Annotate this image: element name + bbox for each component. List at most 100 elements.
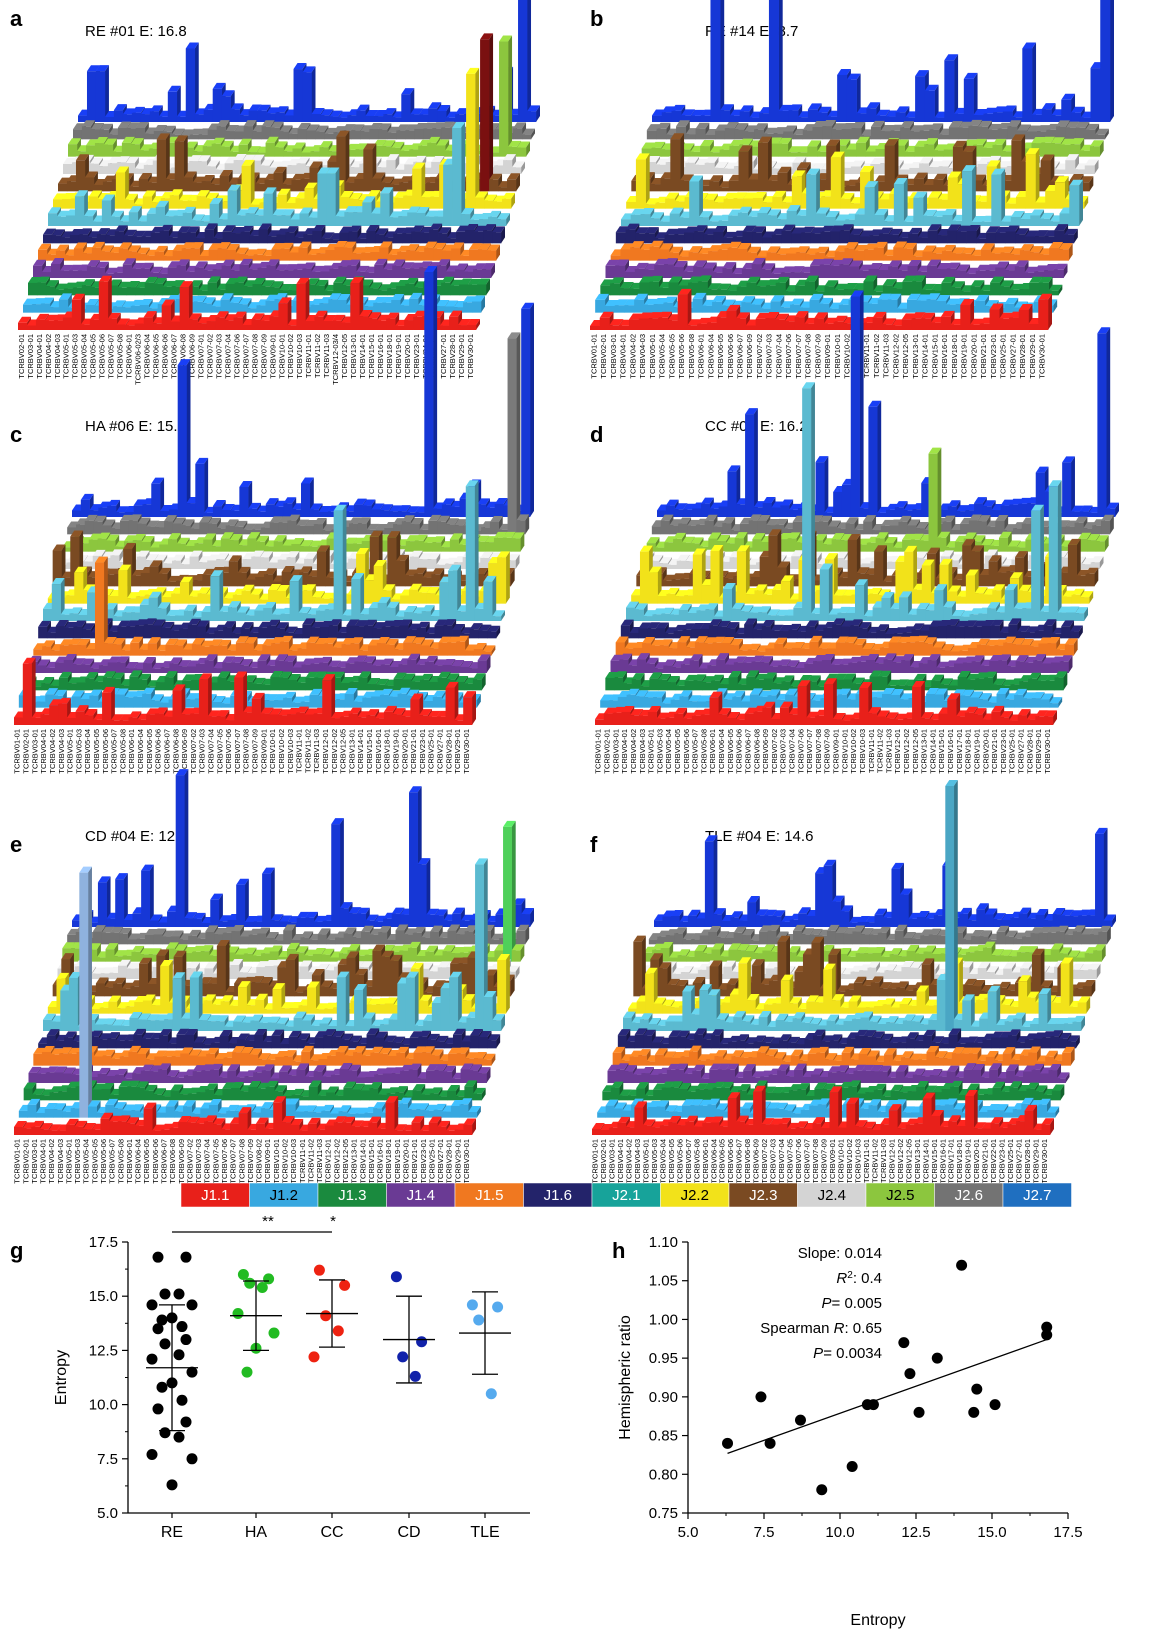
bar-TCRBV07-09-J6: [280, 613, 290, 621]
tick-label: TCRBV09-01: [823, 334, 832, 379]
bar-TCRBV18-01-J11: [437, 521, 447, 535]
tick-label: TCRBV05-08: [116, 334, 125, 379]
bar-TCRBV18-01-J11: [441, 127, 451, 140]
bar-TCRBV05-04-J5: [684, 232, 695, 244]
tick-label: TCRBV07-02: [205, 334, 214, 379]
bar-top: [169, 189, 183, 196]
tick-label: TCRBV15-01: [930, 334, 939, 379]
bar-top: [373, 139, 387, 146]
bar-TCRBV04-03-J0: [638, 318, 649, 330]
bar-TCRBV05-05-J11: [144, 133, 155, 140]
bar-TCRBV04-02-J1: [634, 299, 645, 313]
bar-TCRBV07-09-J8: [300, 178, 310, 192]
bar-TCRBV07-08-J9: [296, 163, 306, 174]
bar-TCRBV06-07-J8: [202, 574, 212, 587]
bar-TCRBV06-02/3-J12: [194, 114, 205, 122]
bar-TCRBV06-08-J5: [204, 229, 214, 244]
bar-TCRBV07-09-J0: [260, 320, 270, 330]
bar-TCRBV07-08-J11: [296, 525, 306, 535]
bar-TCRBV03-01-J3: [624, 271, 636, 278]
bar-TCRBV05-01-J9: [110, 555, 120, 569]
bar-TCRBV06-02/3-J10: [184, 147, 195, 157]
bar-TCRBV30-01-J11: [522, 134, 532, 140]
bar-TCRBV14-01-J12: [415, 512, 425, 517]
bar-TCRBV06-06-J8: [193, 580, 203, 587]
bar-TCRBV02-01-J4: [38, 249, 48, 261]
tick-label: TCRBV13-01: [349, 334, 358, 379]
bar-TCRBV13-01-J10: [400, 150, 410, 157]
bar-TCRBV06-09-J1: [751, 304, 762, 313]
bar-TCRBV19-01-J12: [450, 506, 460, 517]
tick-label: TCRBV04-03: [638, 334, 647, 379]
bar-TCRBV07-07-J7: [830, 157, 841, 209]
bar-TCRBV07-04-J12: [265, 504, 275, 517]
bar-side: [530, 302, 534, 517]
bar-TCRBV28-01-J7: [1054, 182, 1065, 209]
bar-TCRBV07-06-J2: [795, 285, 806, 296]
bar-TCRBV11-01-J12: [353, 504, 363, 517]
bar-TCRBV07-02-J2: [765, 285, 777, 296]
tick-label: TCRBV06-09: [745, 334, 754, 379]
bar-TCRBV05-01-J1: [653, 304, 664, 313]
bar-TCRBV28-01-J10: [499, 41, 509, 157]
bar-TCRBV06-05-J10: [194, 543, 204, 552]
tick-label: TCRBV11-02: [313, 334, 322, 378]
bar-TCRBV03-01-J8: [650, 184, 661, 192]
bar-TCRBV11-03-J6: [913, 197, 924, 226]
bar-TCRBV06-05-J8: [192, 182, 202, 192]
bar-top: [427, 136, 441, 143]
bar-TCRBV05-04-J9: [704, 162, 715, 174]
bar-TCRBV06-09-J11: [243, 126, 253, 140]
bar-TCRBV07-09-J4: [280, 248, 290, 261]
bar-TCRBV16-01-J5: [402, 233, 412, 244]
bar-side: [311, 66, 316, 122]
bar-TCRBV07-09-J3: [275, 270, 285, 278]
bar-TCRBV06-09-J10: [229, 540, 239, 552]
tick-label: TCRBV06-05: [152, 334, 161, 379]
bar-TCRBV04-01-J8: [75, 160, 86, 192]
bar-TCRBV06-05-J5: [742, 231, 753, 244]
bar-TCRBV05-04-J9: [125, 163, 136, 174]
bar-TCRBV11-03-J4: [343, 247, 353, 261]
bar-TCRBV07-06-J3: [248, 269, 258, 278]
bar-TCRBV05-08-J6: [146, 213, 157, 226]
bar-TCRBV07-03-J9: [260, 165, 270, 174]
bar-TCRBV06-07-J2: [746, 282, 757, 296]
bar-TCRBV12-05-J12: [963, 78, 974, 122]
bar-top: [131, 106, 145, 113]
bar-TCRBV10-01-J6: [864, 187, 875, 226]
bar-TCRBV07-04-J9: [269, 167, 279, 174]
bar-TCRBV16-01-J11: [432, 128, 442, 140]
bar-TCRBV06-05-J0: [716, 317, 727, 330]
tick-label: TCRBV06-04: [706, 334, 715, 379]
bar-TCRBV07-09-J10: [310, 151, 320, 157]
tick-label: TCRBV07-07: [794, 334, 803, 379]
bar-side: [1110, 0, 1114, 122]
bar-TCRBV07-02-J6: [219, 611, 229, 621]
bar-TCRBV06-06-J10: [778, 143, 789, 157]
bar-TCRBV12-02-J12: [389, 511, 399, 517]
bar-TCRBV12-03/4-J8: [372, 178, 382, 192]
bar-TCRBV05-08-J3: [131, 268, 142, 278]
bar-TCRBV05-08-J5: [713, 231, 724, 244]
bar-TCRBV11-02-J6: [344, 212, 354, 226]
bar-TCRBV06-06-J3: [741, 268, 752, 278]
bar-side: [342, 504, 347, 621]
bar-top: [383, 108, 397, 115]
bar-TCRBV27-01-J5: [465, 229, 475, 244]
bar-TCRBV04-03-J11: [111, 528, 121, 535]
bar-TCRBV14-01-J3: [936, 269, 947, 278]
bar-TCRBV06-07-J0: [736, 318, 747, 330]
tick-label: TCRBV05-06: [98, 334, 107, 379]
bar-TCRBV14-01-J0: [359, 316, 369, 330]
bar-TCRBV13-01-J4: [932, 253, 943, 261]
bar-TCRBV07-05-J6: [245, 615, 255, 621]
bar-TCRBV10-02-J6: [874, 214, 885, 226]
bar-TCRBV28-01-J0: [449, 316, 459, 330]
bar-top: [221, 90, 235, 97]
bar-TCRBV03-01-J0: [609, 325, 620, 330]
bar-TCRBV06-09-J11: [234, 526, 244, 535]
bar-TCRBV07-03-J0: [215, 317, 225, 330]
bar-TCRBV06-06-J7: [188, 596, 198, 604]
bar-top: [363, 143, 377, 150]
